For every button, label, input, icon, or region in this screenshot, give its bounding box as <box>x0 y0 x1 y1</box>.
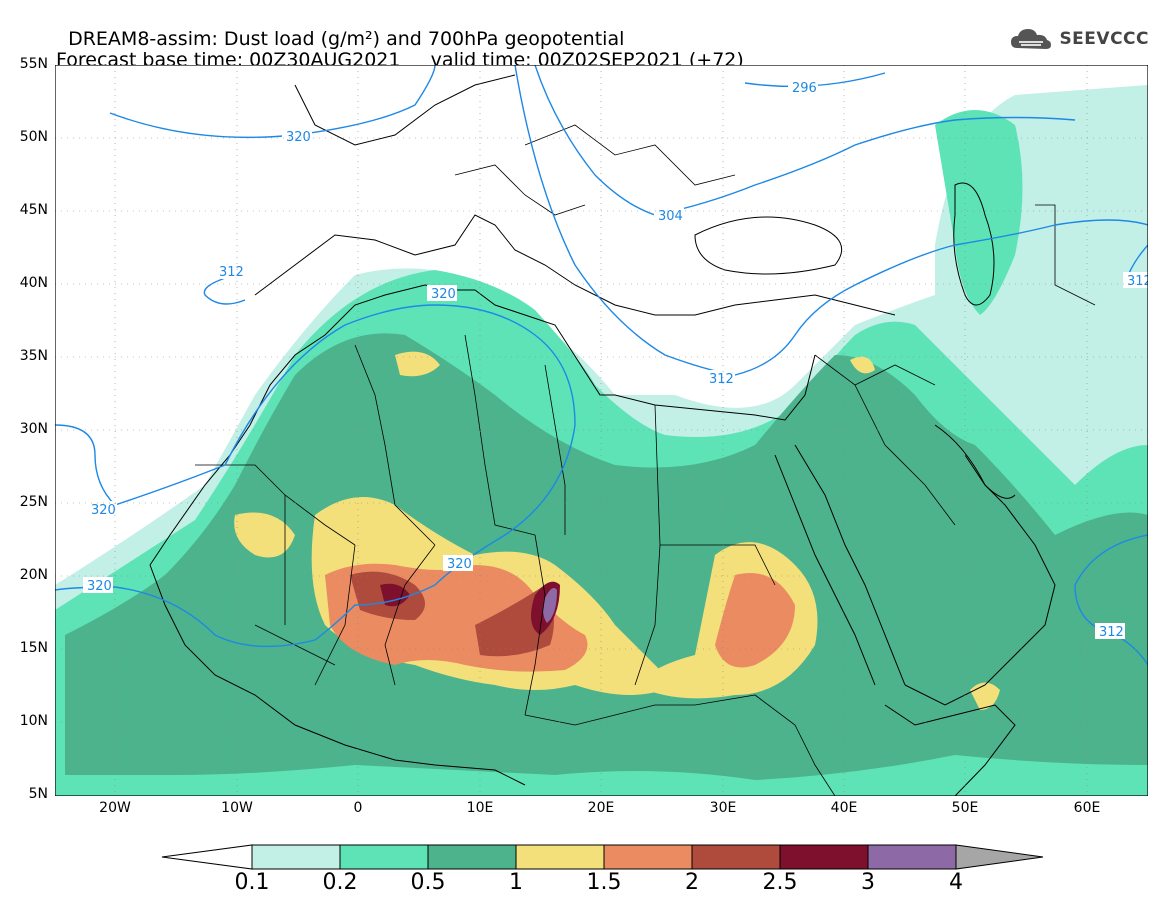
colorbar-arrow-left <box>161 844 253 870</box>
coast-caspian <box>953 182 995 306</box>
colorbar <box>161 844 1044 870</box>
dust-level-0.5 <box>65 333 1148 780</box>
logo-text: SEEVCCC <box>1059 29 1149 49</box>
lon-label-10e: 10E <box>466 800 494 816</box>
contour-312-west <box>203 274 246 305</box>
dust-level-1-somalia <box>970 682 1000 710</box>
colorbar-label-2.5: 2.5 <box>762 870 798 895</box>
dust-load-map: 296 320 304 312 320 312 320 320 320 312 … <box>55 65 1148 796</box>
seevccc-logo: SEEVCCC <box>1009 26 1149 52</box>
lon-label-50e: 50E <box>951 800 979 816</box>
contour-320-north <box>109 65 436 139</box>
lat-label-40n: 40N <box>19 275 48 291</box>
dust-level-0.2-caspian <box>935 110 1023 315</box>
contour-label-312-west: 312 <box>219 265 244 280</box>
lon-label-30e: 30E <box>709 800 737 816</box>
contour-label-320-sahel: 320 <box>447 557 472 572</box>
lon-label-20w: 20W <box>99 800 131 816</box>
coast-europe-south <box>254 214 896 316</box>
colorbar-swatch-2 <box>691 844 781 870</box>
dust-level-1-north <box>395 351 440 377</box>
colorbar-swatch-1 <box>515 844 605 870</box>
contour-label-304: 304 <box>658 209 683 224</box>
contour-label-320-north: 320 <box>286 130 311 145</box>
lat-label-15n: 15N <box>19 640 48 656</box>
contour-label-320-north-africa: 320 <box>431 287 456 302</box>
lat-label-50n: 50N <box>19 129 48 145</box>
lat-label-35n: 35N <box>19 348 48 364</box>
lon-label-40e: 40E <box>830 800 858 816</box>
contour-label-296: 296 <box>792 81 817 96</box>
geopotential-contours <box>55 65 1148 666</box>
lon-label-10w: 10W <box>221 800 253 816</box>
contour-label-320-coast: 320 <box>87 579 112 594</box>
lat-label-10n: 10N <box>19 713 48 729</box>
dust-level-1-mideast <box>850 356 875 374</box>
contour-304 <box>534 65 1076 216</box>
colorbar-swatch-0.5 <box>427 844 517 870</box>
cloud-icon <box>1011 29 1052 49</box>
colorbar-label-1: 1 <box>509 870 523 895</box>
lat-label-5n: 5N <box>28 786 48 802</box>
contour-label-312-east: 312 <box>1099 625 1124 640</box>
colorbar-swatch-2.5 <box>779 844 869 870</box>
contour-label-312-med: 312 <box>709 372 734 387</box>
contour-label-312-northeast: 312 <box>1127 274 1148 289</box>
colorbar-label-4: 4 <box>949 870 963 895</box>
dust-level-3 <box>543 587 557 623</box>
lat-label-30n: 30N <box>19 421 48 437</box>
dust-level-2.5 <box>380 583 410 607</box>
lon-label-0: 0 <box>353 800 363 816</box>
title-line-1: DREAM8-assim: Dust load (g/m²) and 700hP… <box>68 28 625 50</box>
dust-level-1.5-sudan <box>715 573 795 668</box>
coast-red-sea-west <box>774 454 876 686</box>
coast-europe-north <box>294 74 516 146</box>
colorbar-label-0.5: 0.5 <box>410 870 446 895</box>
lat-label-45n: 45N <box>19 202 48 218</box>
dust-level-1-west <box>234 512 295 558</box>
lat-label-20n: 20N <box>19 567 48 583</box>
contour-320-main <box>55 304 576 648</box>
coast-black-sea <box>694 216 843 275</box>
coast-horn <box>884 704 1016 796</box>
coast-west-africa <box>149 284 816 566</box>
lon-label-60e: 60E <box>1073 800 1101 816</box>
colorbar-label-3: 3 <box>861 870 875 895</box>
lat-label-25n: 25N <box>19 494 48 510</box>
coast-persian-gulf <box>934 424 1016 499</box>
colorbar-arrow-right <box>955 844 1044 870</box>
colorbar-label-0.1: 0.1 <box>234 870 270 895</box>
lat-label-55n: 55N <box>19 56 48 72</box>
contour-label-320-west: 320 <box>91 503 116 518</box>
colorbar-swatch-0.2 <box>339 844 429 870</box>
colorbar-swatch-3 <box>867 844 957 870</box>
lon-label-20e: 20E <box>587 800 615 816</box>
colorbar-swatch-0.1 <box>251 844 341 870</box>
contour-312-east <box>1074 534 1148 666</box>
coast-gulf-guinea <box>149 564 526 786</box>
coast-red-sea-east <box>794 444 906 686</box>
contour-labels: 296 320 304 312 320 312 320 320 320 312 … <box>83 79 1148 640</box>
contour-312-central <box>514 65 1148 376</box>
colorbar-label-0.2: 0.2 <box>322 870 358 895</box>
colorbar-label-1.5: 1.5 <box>586 870 622 895</box>
country-borders <box>195 124 1096 796</box>
colorbar-swatch-1.5 <box>603 844 693 870</box>
graticule <box>55 65 1148 796</box>
colorbar-label-2: 2 <box>685 870 699 895</box>
